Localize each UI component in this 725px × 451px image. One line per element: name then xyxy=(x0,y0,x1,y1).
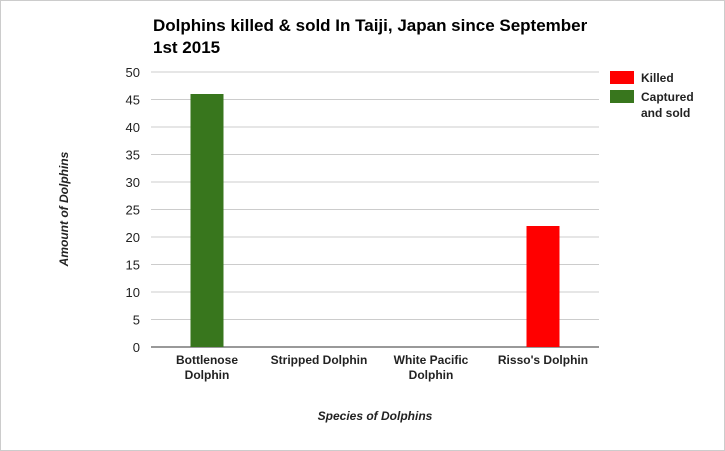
y-tick-label: 25 xyxy=(126,203,140,218)
y-tick-label: 15 xyxy=(126,258,140,273)
y-tick-label: 40 xyxy=(126,120,140,135)
legend-swatch xyxy=(610,71,634,84)
y-axis-title: Amount of Dolphins xyxy=(57,151,71,267)
y-tick-label: 20 xyxy=(126,230,140,245)
legend-label: and sold xyxy=(641,106,690,120)
legend-swatch xyxy=(610,90,634,103)
y-tick-label: 0 xyxy=(133,340,140,355)
y-tick-label: 45 xyxy=(126,93,140,108)
x-axis-title: Species of Dolphins xyxy=(318,409,433,423)
y-tick-label: 5 xyxy=(133,313,140,328)
bar xyxy=(526,226,560,347)
y-tick-label: 50 xyxy=(126,65,140,80)
x-tick-label: Bottlenose xyxy=(176,353,238,367)
x-tick-label: Stripped Dolphin xyxy=(271,353,368,367)
bar xyxy=(190,94,224,347)
y-tick-label: 35 xyxy=(126,148,140,163)
x-tick-label: Dolphin xyxy=(185,368,230,382)
legend-label: Killed xyxy=(641,71,674,85)
x-tick-label: Risso's Dolphin xyxy=(498,353,588,367)
x-tick-label: White Pacific xyxy=(394,353,469,367)
chart-title: Dolphins killed & sold In Taiji, Japan s… xyxy=(153,16,588,57)
legend-label: Captured xyxy=(641,90,694,104)
x-tick-label: Dolphin xyxy=(409,368,454,382)
y-tick-label: 30 xyxy=(126,175,140,190)
y-tick-label: 10 xyxy=(126,285,140,300)
